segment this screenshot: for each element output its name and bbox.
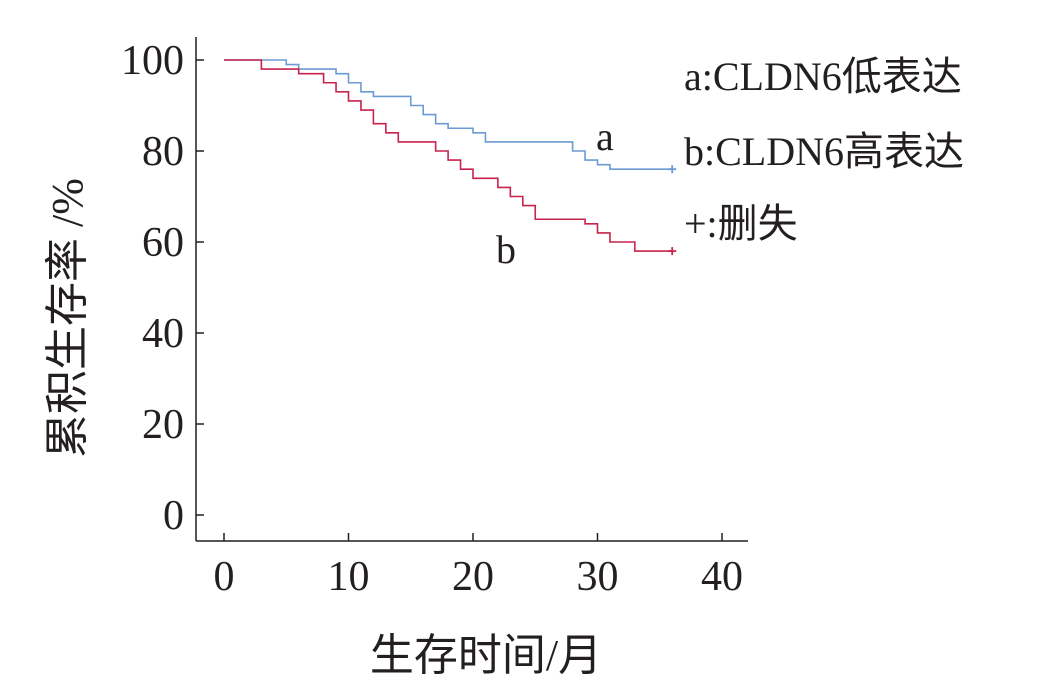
y-tick-label: 20 xyxy=(142,402,184,448)
series-a-curve xyxy=(224,59,673,170)
x-ticks: 0 10 20 30 40 xyxy=(214,533,743,600)
y-tick-label: 40 xyxy=(142,311,184,357)
series-label-a: a xyxy=(596,114,614,159)
series-a-censor-mark xyxy=(668,165,677,174)
x-tick-label: 40 xyxy=(701,554,743,600)
series-layer xyxy=(224,59,677,256)
x-tick-label: 30 xyxy=(577,554,619,600)
axes xyxy=(195,37,748,542)
x-tick-label: 10 xyxy=(328,554,370,600)
series-b-curve xyxy=(224,59,673,252)
x-tick-label: 20 xyxy=(452,554,494,600)
y-tick-label: 100 xyxy=(121,38,184,84)
legend-item-b: b:CLDN6高表达 xyxy=(684,129,964,174)
x-axis-label: 生存时间/月 xyxy=(370,631,602,680)
series-b-censor-mark xyxy=(668,247,677,256)
y-tick-label: 60 xyxy=(142,220,184,266)
y-tick-label: 0 xyxy=(163,493,184,539)
y-axis-label: 累积生存率 /% xyxy=(43,178,92,458)
series-label-b: b xyxy=(496,227,516,272)
x-tick-label: 0 xyxy=(214,554,235,600)
legend-item-censor: +:删失 xyxy=(684,201,798,246)
y-ticks: 0 20 40 60 80 100 xyxy=(121,38,204,539)
y-tick-label: 80 xyxy=(142,129,184,175)
legend-item-a: a:CLDN6低表达 xyxy=(684,54,962,99)
